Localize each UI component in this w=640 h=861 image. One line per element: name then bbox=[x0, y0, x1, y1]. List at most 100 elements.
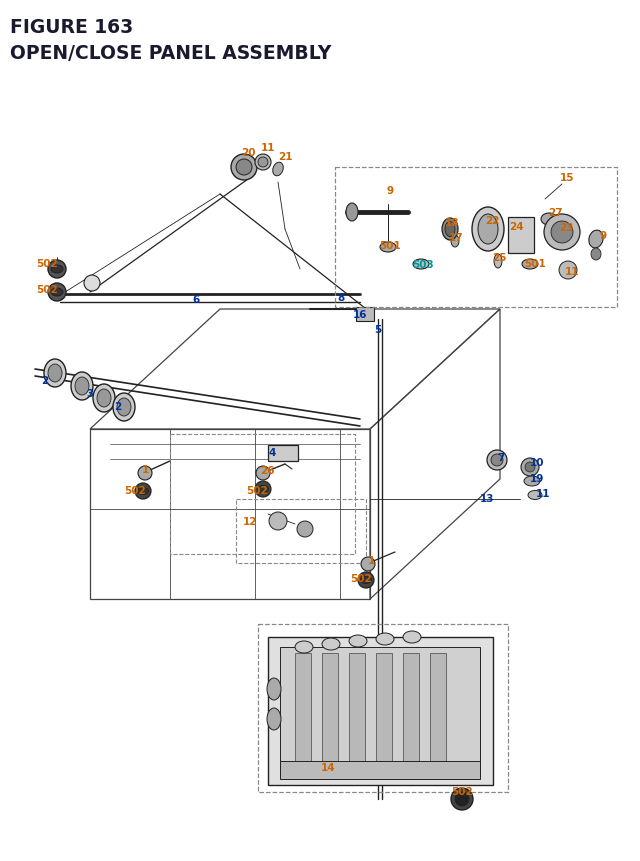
Text: 502: 502 bbox=[36, 285, 58, 294]
Text: 1: 1 bbox=[367, 555, 374, 566]
Ellipse shape bbox=[528, 491, 542, 500]
Text: 8: 8 bbox=[337, 293, 344, 303]
Text: 501: 501 bbox=[379, 241, 401, 251]
Ellipse shape bbox=[44, 360, 66, 387]
Text: 17: 17 bbox=[449, 232, 463, 243]
Text: 7: 7 bbox=[497, 453, 505, 462]
Ellipse shape bbox=[97, 389, 111, 407]
Text: 1: 1 bbox=[141, 464, 148, 474]
Ellipse shape bbox=[267, 709, 281, 730]
Ellipse shape bbox=[522, 260, 538, 269]
Text: 22: 22 bbox=[484, 216, 499, 226]
Text: 3: 3 bbox=[86, 388, 93, 399]
Text: 502: 502 bbox=[451, 786, 473, 796]
Circle shape bbox=[559, 262, 577, 280]
Ellipse shape bbox=[472, 208, 504, 251]
Text: 11: 11 bbox=[260, 143, 275, 152]
Text: 5: 5 bbox=[374, 325, 381, 335]
Ellipse shape bbox=[48, 364, 62, 382]
Ellipse shape bbox=[494, 255, 502, 269]
Text: 13: 13 bbox=[480, 493, 494, 504]
Ellipse shape bbox=[380, 243, 396, 253]
Text: 21: 21 bbox=[278, 152, 292, 162]
Text: 502: 502 bbox=[246, 486, 268, 495]
Circle shape bbox=[487, 450, 507, 470]
Bar bbox=[322, 653, 338, 765]
Circle shape bbox=[455, 792, 469, 806]
Circle shape bbox=[525, 462, 535, 473]
Circle shape bbox=[269, 512, 287, 530]
Ellipse shape bbox=[524, 476, 540, 486]
Ellipse shape bbox=[113, 393, 135, 422]
Circle shape bbox=[451, 788, 473, 810]
Ellipse shape bbox=[445, 222, 455, 238]
Ellipse shape bbox=[51, 266, 63, 274]
Text: 18: 18 bbox=[445, 218, 460, 228]
Bar bbox=[508, 218, 534, 254]
Ellipse shape bbox=[322, 638, 340, 650]
Circle shape bbox=[231, 155, 257, 181]
Ellipse shape bbox=[71, 373, 93, 400]
Bar bbox=[268, 445, 298, 461]
Circle shape bbox=[48, 283, 66, 301]
Bar bbox=[430, 653, 446, 765]
Ellipse shape bbox=[138, 488, 148, 495]
Circle shape bbox=[255, 481, 271, 498]
Circle shape bbox=[544, 214, 580, 251]
Circle shape bbox=[138, 467, 152, 480]
Circle shape bbox=[551, 222, 573, 244]
Text: 15: 15 bbox=[560, 173, 574, 183]
Text: 2: 2 bbox=[42, 375, 49, 386]
Ellipse shape bbox=[295, 641, 313, 653]
Text: 24: 24 bbox=[509, 222, 524, 232]
Text: 12: 12 bbox=[243, 517, 257, 526]
Bar bbox=[376, 653, 392, 765]
Ellipse shape bbox=[267, 678, 281, 700]
Text: 502: 502 bbox=[36, 258, 58, 269]
Text: 10: 10 bbox=[530, 457, 544, 468]
Ellipse shape bbox=[591, 249, 601, 261]
Ellipse shape bbox=[117, 399, 131, 417]
Text: 14: 14 bbox=[321, 762, 335, 772]
Circle shape bbox=[255, 155, 271, 170]
Ellipse shape bbox=[360, 577, 371, 584]
Text: 9: 9 bbox=[600, 231, 607, 241]
Bar bbox=[280, 647, 480, 775]
Ellipse shape bbox=[413, 260, 429, 269]
Text: 501: 501 bbox=[524, 258, 546, 269]
Bar bbox=[268, 637, 493, 785]
Ellipse shape bbox=[589, 231, 603, 249]
Ellipse shape bbox=[442, 219, 458, 241]
Ellipse shape bbox=[346, 204, 358, 222]
Text: OPEN/CLOSE PANEL ASSEMBLY: OPEN/CLOSE PANEL ASSEMBLY bbox=[10, 44, 332, 63]
Bar bbox=[356, 307, 374, 322]
Text: 502: 502 bbox=[124, 486, 146, 495]
Text: FIGURE 163: FIGURE 163 bbox=[10, 18, 133, 37]
Text: 20: 20 bbox=[241, 148, 255, 158]
Bar bbox=[236, 499, 366, 563]
Circle shape bbox=[236, 160, 252, 176]
Circle shape bbox=[521, 458, 539, 476]
Bar bbox=[403, 653, 419, 765]
Text: 502: 502 bbox=[350, 573, 372, 583]
Bar bbox=[258, 624, 508, 792]
Bar bbox=[295, 653, 311, 765]
Circle shape bbox=[491, 455, 503, 467]
Text: 16: 16 bbox=[353, 310, 367, 319]
Bar bbox=[170, 435, 355, 554]
Circle shape bbox=[258, 158, 268, 168]
Text: 19: 19 bbox=[530, 474, 544, 483]
Ellipse shape bbox=[478, 214, 498, 245]
Text: 25: 25 bbox=[492, 253, 506, 263]
Text: 11: 11 bbox=[564, 267, 579, 276]
Ellipse shape bbox=[273, 163, 284, 177]
Text: 27: 27 bbox=[548, 208, 563, 218]
Circle shape bbox=[361, 557, 375, 572]
Bar bbox=[349, 653, 365, 765]
Text: 2: 2 bbox=[115, 401, 122, 412]
Ellipse shape bbox=[376, 633, 394, 645]
Ellipse shape bbox=[451, 236, 459, 248]
Ellipse shape bbox=[93, 385, 115, 412]
Text: 6: 6 bbox=[193, 294, 200, 305]
Ellipse shape bbox=[349, 635, 367, 647]
